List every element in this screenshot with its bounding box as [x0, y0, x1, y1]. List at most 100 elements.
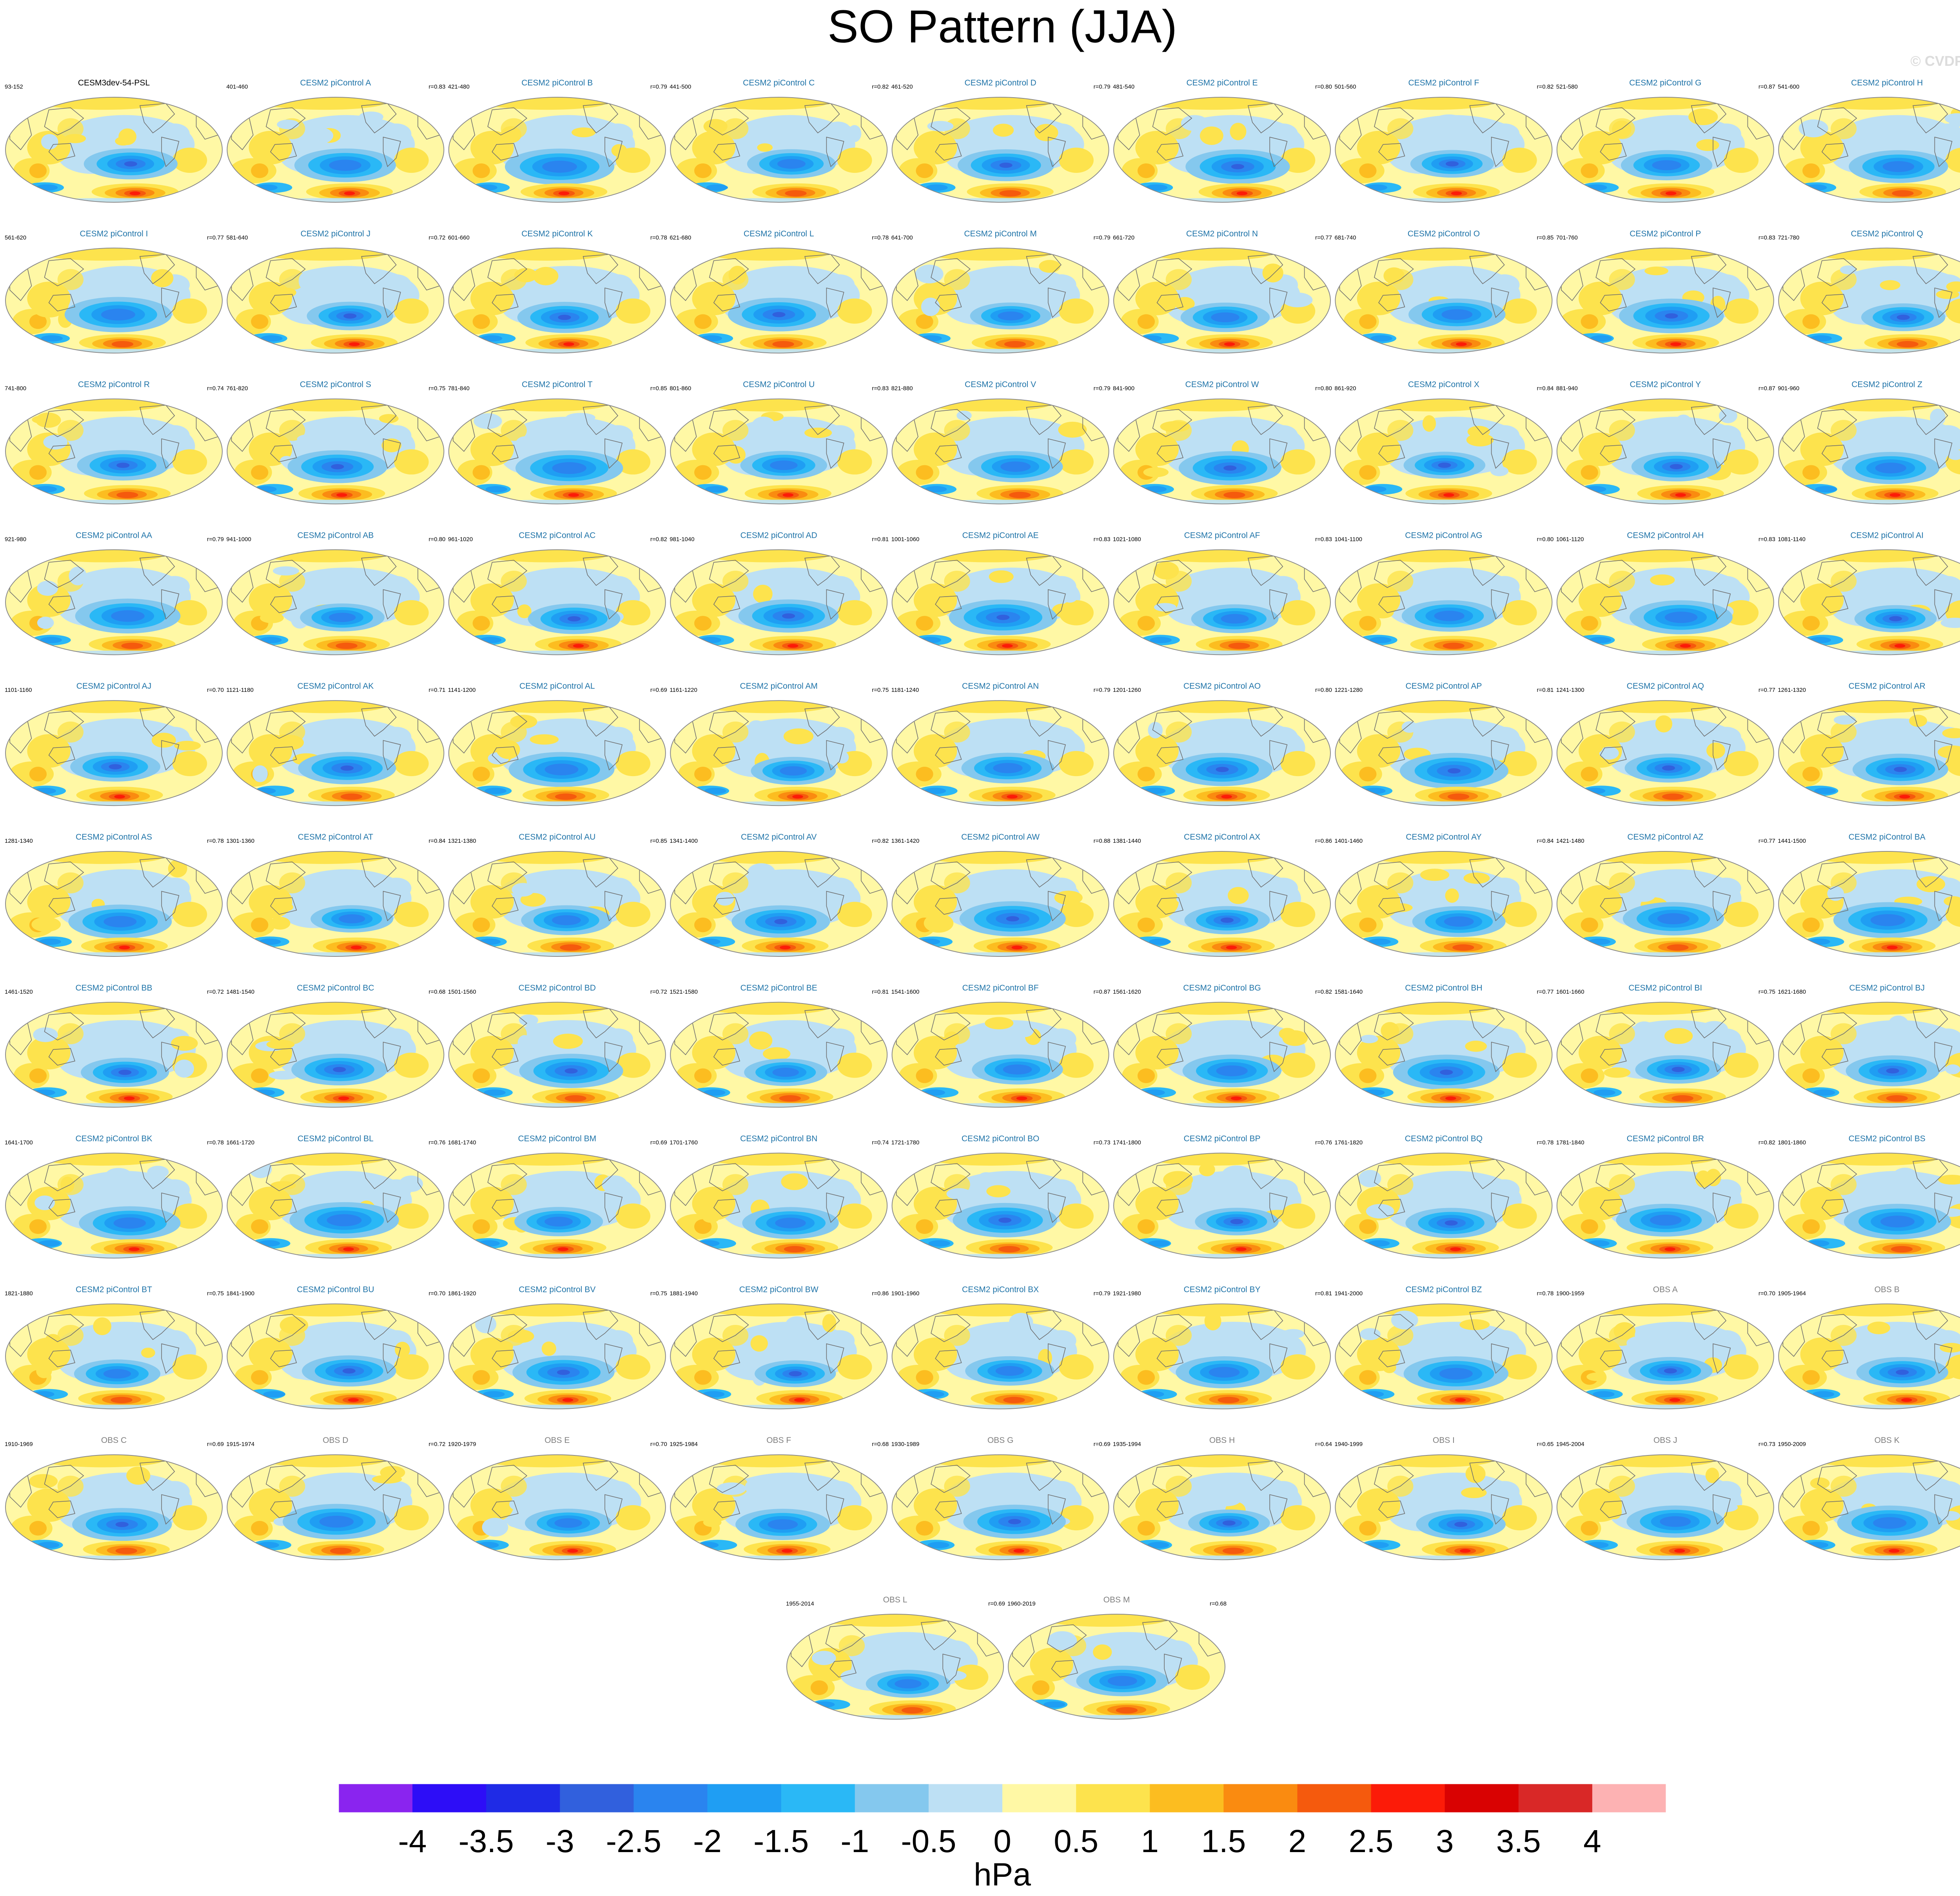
map-panel: 1421-1480 CESM2 piControl AZ r=0.77: [1556, 833, 1775, 957]
panel-years: 1041-1100: [1334, 536, 1362, 542]
globe-outline: [786, 1614, 1004, 1720]
panel-years: 601-660: [448, 234, 470, 241]
panel-correlation: r=0.87: [1094, 989, 1111, 995]
map-panel: 1401-1460 CESM2 piControl AY r=0.84: [1334, 833, 1553, 957]
map-panel: 1661-1720 CESM2 piControl BL r=0.76: [226, 1134, 445, 1259]
panel-correlation: r=0.78: [872, 234, 889, 241]
globe-outline: [448, 1303, 666, 1410]
panel-years: 1581-1640: [1334, 989, 1363, 995]
globe-outline: [5, 1454, 223, 1560]
panel-correlation: r=0.70: [428, 1290, 445, 1297]
panel-title: CESM2 piControl M: [964, 229, 1037, 238]
panel-title: CESM2 piControl X: [1408, 380, 1479, 389]
panel-years: 1701-1760: [670, 1139, 698, 1146]
panel-correlation: r=0.83: [1315, 536, 1332, 542]
map-panel: 1181-1240 CESM2 piControl AN r=0.79: [891, 682, 1111, 806]
map-panel: 1521-1580 CESM2 piControl BE r=0.81: [670, 983, 889, 1108]
panel-title: CESM2 piControl AE: [962, 531, 1039, 540]
colorbar-tick-label: -2.5: [606, 1823, 661, 1859]
panel-years: 621-680: [670, 234, 691, 241]
globe-outline: [1335, 1152, 1553, 1259]
globe-outline: [1778, 1303, 1960, 1410]
watermark: © CVDP-LE: [1910, 53, 1960, 69]
map-panel: 1061-1120 CESM2 piControl AH r=0.83: [1556, 531, 1775, 655]
panel-title: CESM2 piControl E: [1186, 78, 1258, 87]
panel-correlation: r=0.85: [650, 838, 667, 844]
panel-correlation: r=0.70: [650, 1441, 667, 1448]
panel-title: CESM2 piControl BA: [1849, 833, 1926, 842]
panel-years: 1950-2009: [1778, 1441, 1806, 1448]
panel-years: 1461-1520: [5, 989, 33, 995]
slp-anomaly-map: [1114, 700, 1330, 806]
globe-outline: [1113, 549, 1331, 655]
map-panel: 801-860 CESM2 piControl U r=0.83: [670, 380, 889, 504]
slp-anomaly-map: [1114, 399, 1330, 504]
panel-correlation: r=0.77: [1315, 234, 1332, 241]
coastlines: [9, 254, 218, 318]
panel-title: CESM2 piControl BT: [76, 1285, 152, 1294]
map-panel: 1121-1180 CESM2 piControl AK r=0.71: [226, 682, 445, 806]
globe-outline: [1335, 398, 1553, 504]
panel-title: CESM2 piControl J: [301, 229, 371, 238]
slp-anomaly-map: [1779, 248, 1960, 353]
map-panel: 1910-1969 OBS C r=0.69: [5, 1436, 224, 1560]
globe-outline: [1556, 549, 1774, 655]
panel-correlation: r=0.72: [428, 1441, 445, 1448]
slp-anomaly-map: [1114, 1153, 1330, 1258]
map-panel: 1601-1660 CESM2 piControl BI r=0.75: [1556, 983, 1775, 1108]
globe-outline: [1556, 851, 1774, 957]
panel-correlation: r=0.68: [872, 1441, 889, 1448]
panel-years: 1421-1480: [1556, 838, 1584, 844]
panel-title: CESM2 piControl BQ: [1405, 1134, 1483, 1143]
colorbar-tick-label: -1: [840, 1823, 869, 1859]
panel-title: CESM2 piControl BU: [297, 1285, 374, 1294]
panel-title: CESM2 piControl C: [743, 78, 815, 87]
globe-outline: [448, 1002, 666, 1108]
panel-correlation: r=0.78: [1537, 1139, 1553, 1146]
panel-title: CESM2 piControl AX: [1184, 833, 1260, 842]
globe-outline: [448, 398, 666, 504]
panel-title: CESM2 piControl AL: [519, 682, 595, 691]
slp-anomaly-map: [787, 1614, 1004, 1719]
map-panel: 1321-1380 CESM2 piControl AU r=0.85: [448, 833, 667, 957]
globe-outline: [448, 1152, 666, 1259]
panel-correlation: r=0.83: [1759, 234, 1775, 241]
globe-outline: [1556, 700, 1774, 806]
slp-anomaly-map: [892, 1153, 1109, 1258]
map-panel: 501-560 CESM2 piControl F r=0.82: [1334, 78, 1553, 203]
globe-outline: [1778, 549, 1960, 655]
panel-correlation: r=0.79: [1094, 687, 1111, 693]
panel-correlation: r=0.86: [872, 1290, 889, 1297]
globe-outline: [448, 549, 666, 655]
panel-title: CESM2 piControl BO: [962, 1134, 1039, 1143]
globe-outline: [670, 247, 888, 354]
panel-years: 1561-1620: [1113, 989, 1141, 995]
panel-correlation: r=0.64: [1315, 1441, 1332, 1448]
colorbar-tick-label: -4: [398, 1823, 427, 1859]
panel-correlation: r=0.72: [428, 234, 445, 241]
panel-title: CESM2 piControl Q: [1851, 229, 1923, 238]
panel-correlation: r=0.80: [428, 536, 445, 542]
panel-correlation: r=0.81: [1315, 1290, 1332, 1297]
panel-title: CESM2 piControl R: [78, 380, 150, 389]
map-panel: 681-740 CESM2 piControl O r=0.85: [1334, 229, 1553, 354]
panel-years: 1081-1140: [1778, 536, 1806, 542]
coastlines: [1561, 857, 1770, 922]
panel-title: CESM2 piControl BK: [75, 1134, 152, 1143]
panel-title: CESM2 piControl Z: [1851, 380, 1922, 389]
globe-outline: [1113, 851, 1331, 957]
globe-outline: [227, 97, 445, 203]
slp-anomaly-map: [448, 248, 666, 353]
panel-years: 1501-1560: [448, 989, 476, 995]
map-panel: 1281-1340 CESM2 piControl AS r=0.78: [5, 833, 224, 957]
slp-anomaly-map: [1779, 97, 1960, 202]
panel-correlation: r=0.70: [1759, 1290, 1775, 1297]
panel-title: OBS H: [1209, 1436, 1235, 1445]
panel-correlation: r=0.83: [1094, 536, 1111, 542]
slp-anomaly-map: [1335, 1153, 1552, 1258]
panel-correlation: r=0.81: [1537, 687, 1553, 693]
globe-outline: [670, 1152, 888, 1259]
panel-correlation: r=0.83: [1759, 536, 1775, 542]
panel-years: 1021-1080: [1113, 536, 1141, 542]
